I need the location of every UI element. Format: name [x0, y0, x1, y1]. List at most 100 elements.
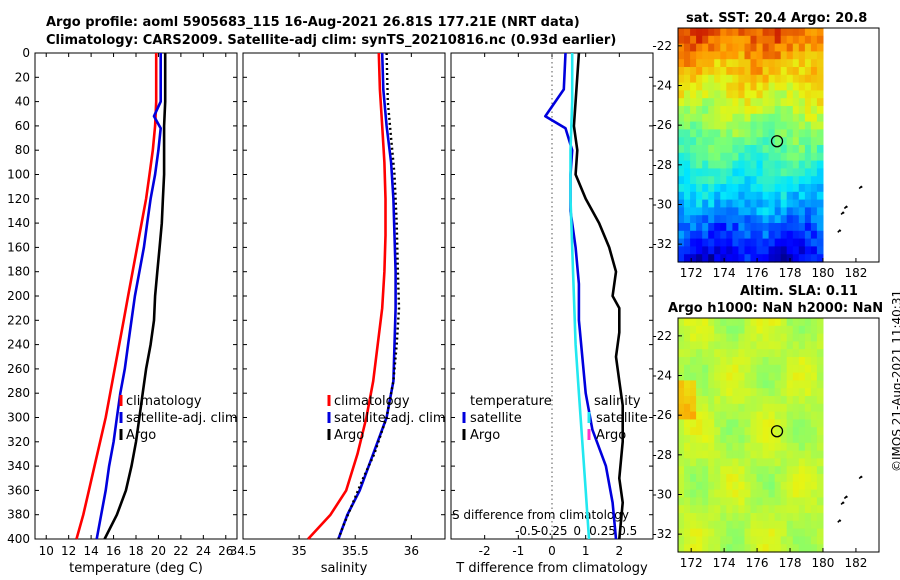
temperature-xtick-label: 16 — [106, 544, 121, 558]
sla-map-cell — [744, 497, 752, 506]
sla-map-frame — [677, 317, 880, 553]
temperature-legend-label: climatology — [126, 394, 202, 409]
sst-map-cell — [786, 51, 794, 60]
sst-map-cell — [732, 51, 739, 60]
sla-map-cell — [786, 442, 794, 452]
sst-map-cell — [696, 238, 703, 247]
sst-map-ytick-label: -24 — [652, 79, 672, 93]
sla-map-cell — [756, 536, 764, 545]
sst-map-cell — [816, 43, 824, 52]
sst-map-cell — [720, 67, 727, 76]
sla-map-cell — [798, 435, 806, 444]
sst-map-cell — [810, 113, 818, 123]
sla-map-cell — [726, 333, 733, 342]
sst-map-cell — [774, 90, 782, 99]
sla-map-cell — [798, 427, 806, 436]
sla-map-cell — [792, 372, 800, 381]
sla-map-cell — [678, 427, 685, 436]
sst-map-cell — [774, 106, 782, 115]
sst-map-cell — [702, 35, 709, 45]
sst-map-cell — [774, 223, 782, 232]
sst-map-cell — [798, 176, 806, 185]
sla-map-cell — [726, 318, 733, 327]
sst-map-cell — [732, 168, 739, 177]
sst-map-cell — [690, 191, 697, 201]
sst-map-cell — [774, 176, 782, 185]
sst-map-cell — [798, 168, 806, 177]
sla-map-cell — [726, 388, 733, 397]
sst-map-cell — [708, 230, 715, 240]
sst-map-cell — [726, 246, 733, 255]
sla-map-cell — [690, 318, 697, 327]
sla-map-cell — [798, 349, 806, 358]
sla-map-cell — [732, 513, 739, 522]
sst-map-cell — [810, 199, 818, 208]
sla-map-cell — [714, 388, 721, 397]
sla-map-cell — [738, 388, 745, 397]
sst-map-cell — [762, 152, 770, 162]
sla-map-cell — [702, 419, 709, 428]
sst-map-cell — [690, 74, 697, 84]
sst-map-cell — [774, 207, 782, 216]
depth-tick-label: 100 — [7, 168, 30, 182]
sla-map-cell — [816, 536, 824, 545]
temperature-xtick-label: 10 — [39, 544, 54, 558]
sla-map-cell — [816, 427, 824, 436]
sla-map-cell — [744, 505, 752, 514]
sla-map-cell — [714, 372, 721, 381]
sla-map-cell — [762, 505, 770, 514]
sla-map-cell — [804, 411, 812, 420]
depth-tick-label: 400 — [7, 532, 30, 546]
sla-map-cell — [702, 349, 709, 358]
sla-map-cell — [768, 349, 776, 358]
sst-map-cell — [804, 106, 812, 115]
sla-map-cell — [780, 318, 788, 327]
sla-map-cell — [702, 333, 709, 342]
sst-map-cell — [774, 191, 782, 201]
sla-map-cell — [774, 528, 782, 537]
sla-map-cell — [810, 411, 818, 420]
sla-map-cell — [816, 528, 824, 537]
sst-map-cell — [756, 90, 764, 99]
sla-map-cell — [792, 396, 800, 405]
sla-map-cell — [684, 427, 691, 436]
sst-map-cell — [780, 145, 788, 154]
sst-map-ytick-label: -26 — [652, 118, 672, 132]
sla-map-cell — [714, 536, 721, 545]
sla-map-cell — [696, 364, 703, 374]
sst-map-cell — [774, 67, 782, 76]
sla-map-cell — [720, 333, 727, 342]
sla-map-cell — [786, 435, 794, 444]
sla-map-cell — [738, 466, 745, 475]
depth-tick-label: 200 — [7, 289, 30, 303]
sla-map-cell — [696, 520, 703, 530]
sst-map-cell — [702, 238, 709, 247]
sst-map-cell — [696, 184, 703, 193]
sla-map-cell — [708, 388, 715, 397]
sla-map-cell — [756, 481, 764, 491]
sst-map-cell — [774, 137, 782, 146]
sst-map-cell — [684, 82, 691, 91]
sla-map-cell — [810, 458, 818, 467]
sst-map-cell — [780, 152, 788, 162]
sla-map-cell — [762, 427, 770, 436]
difference-xtick-label: 2 — [616, 544, 624, 558]
sst-map-cell — [798, 160, 806, 169]
sla-map-cell — [792, 411, 800, 420]
sla-map-cell — [678, 481, 685, 491]
sst-map-cell — [732, 152, 739, 162]
sla-map-cell — [804, 318, 812, 327]
sla-map-cell — [684, 357, 691, 366]
sst-map-cell — [768, 28, 776, 37]
sla-map-cell — [684, 403, 691, 413]
sla-map-cell — [804, 372, 812, 381]
sla-map-cell — [690, 505, 697, 514]
sla-map-cell — [708, 341, 715, 350]
sla-map-cell — [774, 435, 782, 444]
sla-map-ytick-label: -28 — [652, 448, 672, 462]
sst-map-cell — [768, 246, 776, 255]
sla-map-cell — [798, 333, 806, 342]
sla-map-cell — [774, 481, 782, 491]
sst-map-cell — [816, 129, 824, 138]
sst-map-cell — [690, 35, 697, 45]
